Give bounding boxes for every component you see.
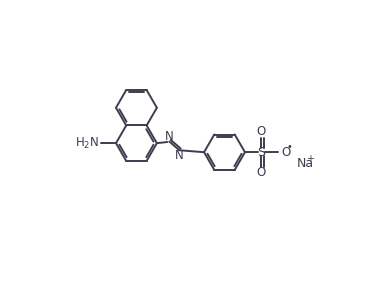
Text: Na: Na: [297, 157, 314, 170]
Text: H$_2$N: H$_2$N: [75, 136, 99, 151]
Text: O: O: [281, 146, 290, 159]
Text: S: S: [257, 146, 265, 159]
Text: O: O: [257, 166, 266, 179]
Text: O: O: [257, 125, 266, 138]
Text: +: +: [306, 154, 314, 164]
Text: N: N: [165, 130, 174, 143]
Text: •: •: [286, 142, 292, 152]
Text: N: N: [175, 149, 184, 162]
